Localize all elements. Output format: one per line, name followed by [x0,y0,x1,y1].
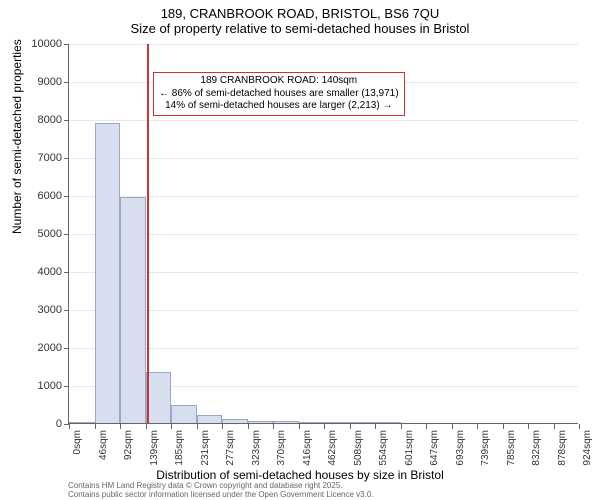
xtick-mark [222,424,223,429]
xtick-mark [120,424,121,429]
xtick-mark [171,424,172,429]
chart-area: 0100020003000400050006000700080009000100… [68,44,578,424]
xtick-mark [95,424,96,429]
property-marker-line [147,44,149,423]
histogram-bar [120,197,146,423]
xtick-mark [324,424,325,429]
ytick-label: 2000 [14,342,62,354]
xtick-mark [248,424,249,429]
ytick-mark [64,272,69,273]
xtick-mark [477,424,478,429]
xtick-mark [197,424,198,429]
ytick-mark [64,386,69,387]
ytick-label: 10000 [14,38,62,50]
histogram-bar [69,422,95,423]
gridline [69,44,578,45]
ytick-mark [64,120,69,121]
gridline [69,120,578,121]
annotation-line2: ← 86% of semi-detached houses are smalle… [159,88,399,101]
xtick-mark [554,424,555,429]
histogram-bar [146,372,172,423]
ytick-mark [64,158,69,159]
ytick-mark [64,44,69,45]
ytick-mark [64,82,69,83]
gridline [69,158,578,159]
ytick-label: 5000 [14,228,62,240]
annotation-box: 189 CRANBROOK ROAD: 140sqm← 86% of semi-… [153,72,405,116]
histogram-bar [171,405,197,423]
ytick-mark [64,196,69,197]
x-axis-label: Distribution of semi-detached houses by … [0,468,600,482]
annotation-line3: 14% of semi-detached houses are larger (… [159,100,399,113]
histogram-bar [95,123,121,423]
ytick-label: 9000 [14,76,62,88]
xtick-mark [299,424,300,429]
ytick-mark [64,310,69,311]
xtick-mark [579,424,580,429]
xtick-mark [69,424,70,429]
annotation-line1: 189 CRANBROOK ROAD: 140sqm [159,75,399,88]
ytick-mark [64,234,69,235]
xtick-mark [401,424,402,429]
ytick-label: 8000 [14,114,62,126]
xtick-mark [375,424,376,429]
histogram-bar [324,422,350,423]
histogram-bar [299,422,325,423]
xtick-mark [452,424,453,429]
histogram-bar [375,422,401,423]
title-address: 189, CRANBROOK ROAD, BRISTOL, BS6 7QU [0,6,600,21]
footnote: Contains HM Land Registry data © Crown c… [68,482,374,500]
histogram-bar [350,422,376,423]
plot-area: 0100020003000400050006000700080009000100… [68,44,578,424]
histogram-bar [273,421,299,423]
histogram-bar [222,419,248,423]
histogram-bar [248,421,274,423]
ytick-label: 3000 [14,304,62,316]
xtick-mark [528,424,529,429]
xtick-mark [350,424,351,429]
xtick-mark [503,424,504,429]
ytick-label: 0 [14,418,62,430]
chart-title: 189, CRANBROOK ROAD, BRISTOL, BS6 7QU Si… [0,0,600,36]
ytick-mark [64,348,69,349]
ytick-label: 7000 [14,152,62,164]
xtick-mark [273,424,274,429]
xtick-mark [426,424,427,429]
histogram-bar [197,415,223,423]
y-axis-label: Number of semi-detached properties [10,39,24,234]
ytick-label: 4000 [14,266,62,278]
ytick-label: 6000 [14,190,62,202]
title-subtitle: Size of property relative to semi-detach… [0,21,600,36]
footnote-line2: Contains public sector information licen… [68,491,374,500]
ytick-label: 1000 [14,380,62,392]
xtick-mark [146,424,147,429]
